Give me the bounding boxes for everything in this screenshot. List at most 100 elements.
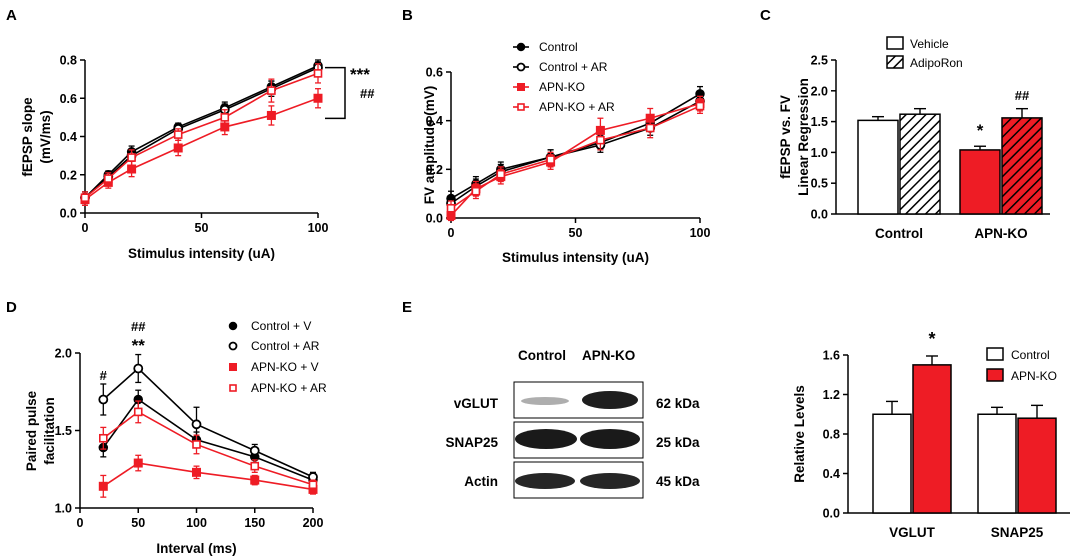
chart-b-data-point [695,101,705,111]
chart-d-data-point [133,407,143,417]
panel-c-label: C [760,7,771,24]
chart-d-data-point [250,461,260,471]
chart-d-legend-marker [228,341,238,351]
chart-a-series-line [84,72,319,199]
chart-c-bar [959,149,1001,215]
chart-d: 1.0 1.5 2.0 0 50 100 150 200 Paired pulse facilit… [24,319,327,556]
chart-d-xtick-label: 50 [131,516,145,530]
chart-c-ytick-label: 0.5 [811,177,828,191]
chart-d-legend-marker [228,321,238,331]
chart-a-data-point [220,113,230,122]
chart-d-data-point [308,480,318,490]
blot-header-control: Control [518,348,566,363]
chart-b: 0.0 0.2 0.4 0.6 0 50 100 FV amplitude (mV) Stimu… [422,40,710,265]
blot-protein-vglut: vGLUT [454,396,499,411]
chart-b-ytick-label: 0.0 [426,212,443,226]
chart-d-ytick-label: 2.0 [55,347,72,361]
chart-b-legend-label: APN-KO + AR [539,100,615,114]
chart-b-ytick-label: 0.2 [426,163,443,177]
chart-d-xtick-label: 150 [244,516,265,530]
chart-e-legend-swatch [986,347,1004,361]
panel-a-label: A [6,7,17,24]
chart-b-data-point [546,155,555,164]
chart-e-category-label: VGLUT [889,525,936,540]
chart-d-data-point [98,481,108,491]
band-vglut-apnko [582,391,638,409]
chart-e-ytick-label: 1.2 [823,388,840,402]
chart-a-ylabel2: (mV/ms) [38,110,53,163]
chart-b-xtick-label: 100 [690,226,711,240]
chart-d-legend-marker [229,363,237,371]
chart-e-ylabel: Relative Levels [792,385,807,483]
chart-b-legend-marker [517,83,525,91]
chart-c-annotation-star: * [977,121,984,140]
chart-a-data-point [266,110,276,120]
chart-c-ytick-label: 2.0 [811,84,828,98]
chart-e-bar [977,413,1017,514]
panel-d-label: D [6,299,17,316]
chart-c-bar [857,119,899,215]
chart-b-legend-marker [516,62,526,72]
chart-b-data-point [596,135,605,145]
chart-b-xtick-label: 50 [569,226,583,240]
chart-d-data-point [133,458,143,468]
chart-a-xtick-label: 100 [308,221,329,235]
panel-b-label: B [402,7,413,24]
blot-size-actin: 45 kDa [656,474,700,489]
chart-a-data-point [127,153,136,162]
chart-a-ytick-label: 0.8 [60,54,77,68]
blot-size-vglut: 62 kDa [656,396,700,411]
chart-c-bar [1001,117,1043,215]
chart-a-ytick-label: 0.4 [60,130,77,144]
chart-d-data-point [192,467,201,477]
chart-d-data-point [133,363,144,374]
chart-d-ylabel2: facilitation [42,397,57,465]
chart-b-data-point [645,123,655,133]
chart-d-legend-marker [229,384,237,392]
chart-c-legend-swatch [886,55,904,69]
chart-d-legend-label: Control + V [251,319,311,333]
chart-d-legend-label: Control + AR [251,339,320,353]
chart-a-data-point [313,69,323,78]
chart-a-ytick-label: 0.2 [60,168,77,182]
chart-d-ytick-label: 1.0 [55,502,72,516]
chart-d-ylabel: Paired pulse [24,390,39,471]
chart-a-xtick-label: 50 [195,221,209,235]
chart-e-bar [912,364,952,514]
chart-c-category-label: APN-KO [974,226,1027,241]
chart-e-category-label: SNAP25 [991,525,1044,540]
blot-protein-actin: Actin [464,474,498,489]
chart-c-annotation-hash: ## [1015,88,1030,103]
chart-d-data-point [192,440,201,449]
chart-e-ytick-label: 1.6 [823,349,840,363]
band-snap25-control [515,429,577,449]
chart-a-annotation-stars: *** [350,65,370,84]
chart-d-xtick-label: 200 [303,516,324,530]
blot-size-snap25: 25 kDa [656,435,700,450]
chart-a-ytick-label: 0.0 [60,207,77,221]
chart-c-ytick-label: 1.0 [811,146,828,160]
chart-d-legend-label: APN-KO + AR [251,381,327,395]
chart-b-legend-label: Control + AR [539,60,608,74]
chart-d-xlabel: Interval (ms) [156,541,236,556]
blot-protein-snap25: SNAP25 [445,435,498,450]
chart-d-xtick-label: 100 [186,516,207,530]
chart-b-legend-label: Control [539,40,578,54]
chart-b-legend-label: APN-KO [539,80,585,94]
chart-c-ylabel2: Linear Regression [796,78,811,196]
chart-e-annotation-star: * [928,329,935,349]
chart-a-xlabel: Stimulus intensity (uA) [128,246,275,261]
chart-b-ylabel: FV amplitude (mV) [422,86,437,205]
band-snap25-apnko [580,429,640,449]
western-blot: Control APN-KO vGLUT SNAP25 Actin 62 kDa… [445,348,700,499]
chart-d-data-point [98,394,109,405]
chart-a-sig-bracket [325,66,346,120]
chart-a: 0.0 0.2 0.4 0.6 0.8 0 50 100 fEPSP slope (mV/ms) S… [20,54,375,262]
chart-a-data-point [313,93,323,103]
chart-a-ytick-label: 0.6 [60,92,77,106]
chart-b-data-point [446,203,456,213]
chart-c-bar [899,113,941,215]
chart-a-xtick-label: 0 [82,221,89,235]
band-actin-apnko [580,473,640,489]
